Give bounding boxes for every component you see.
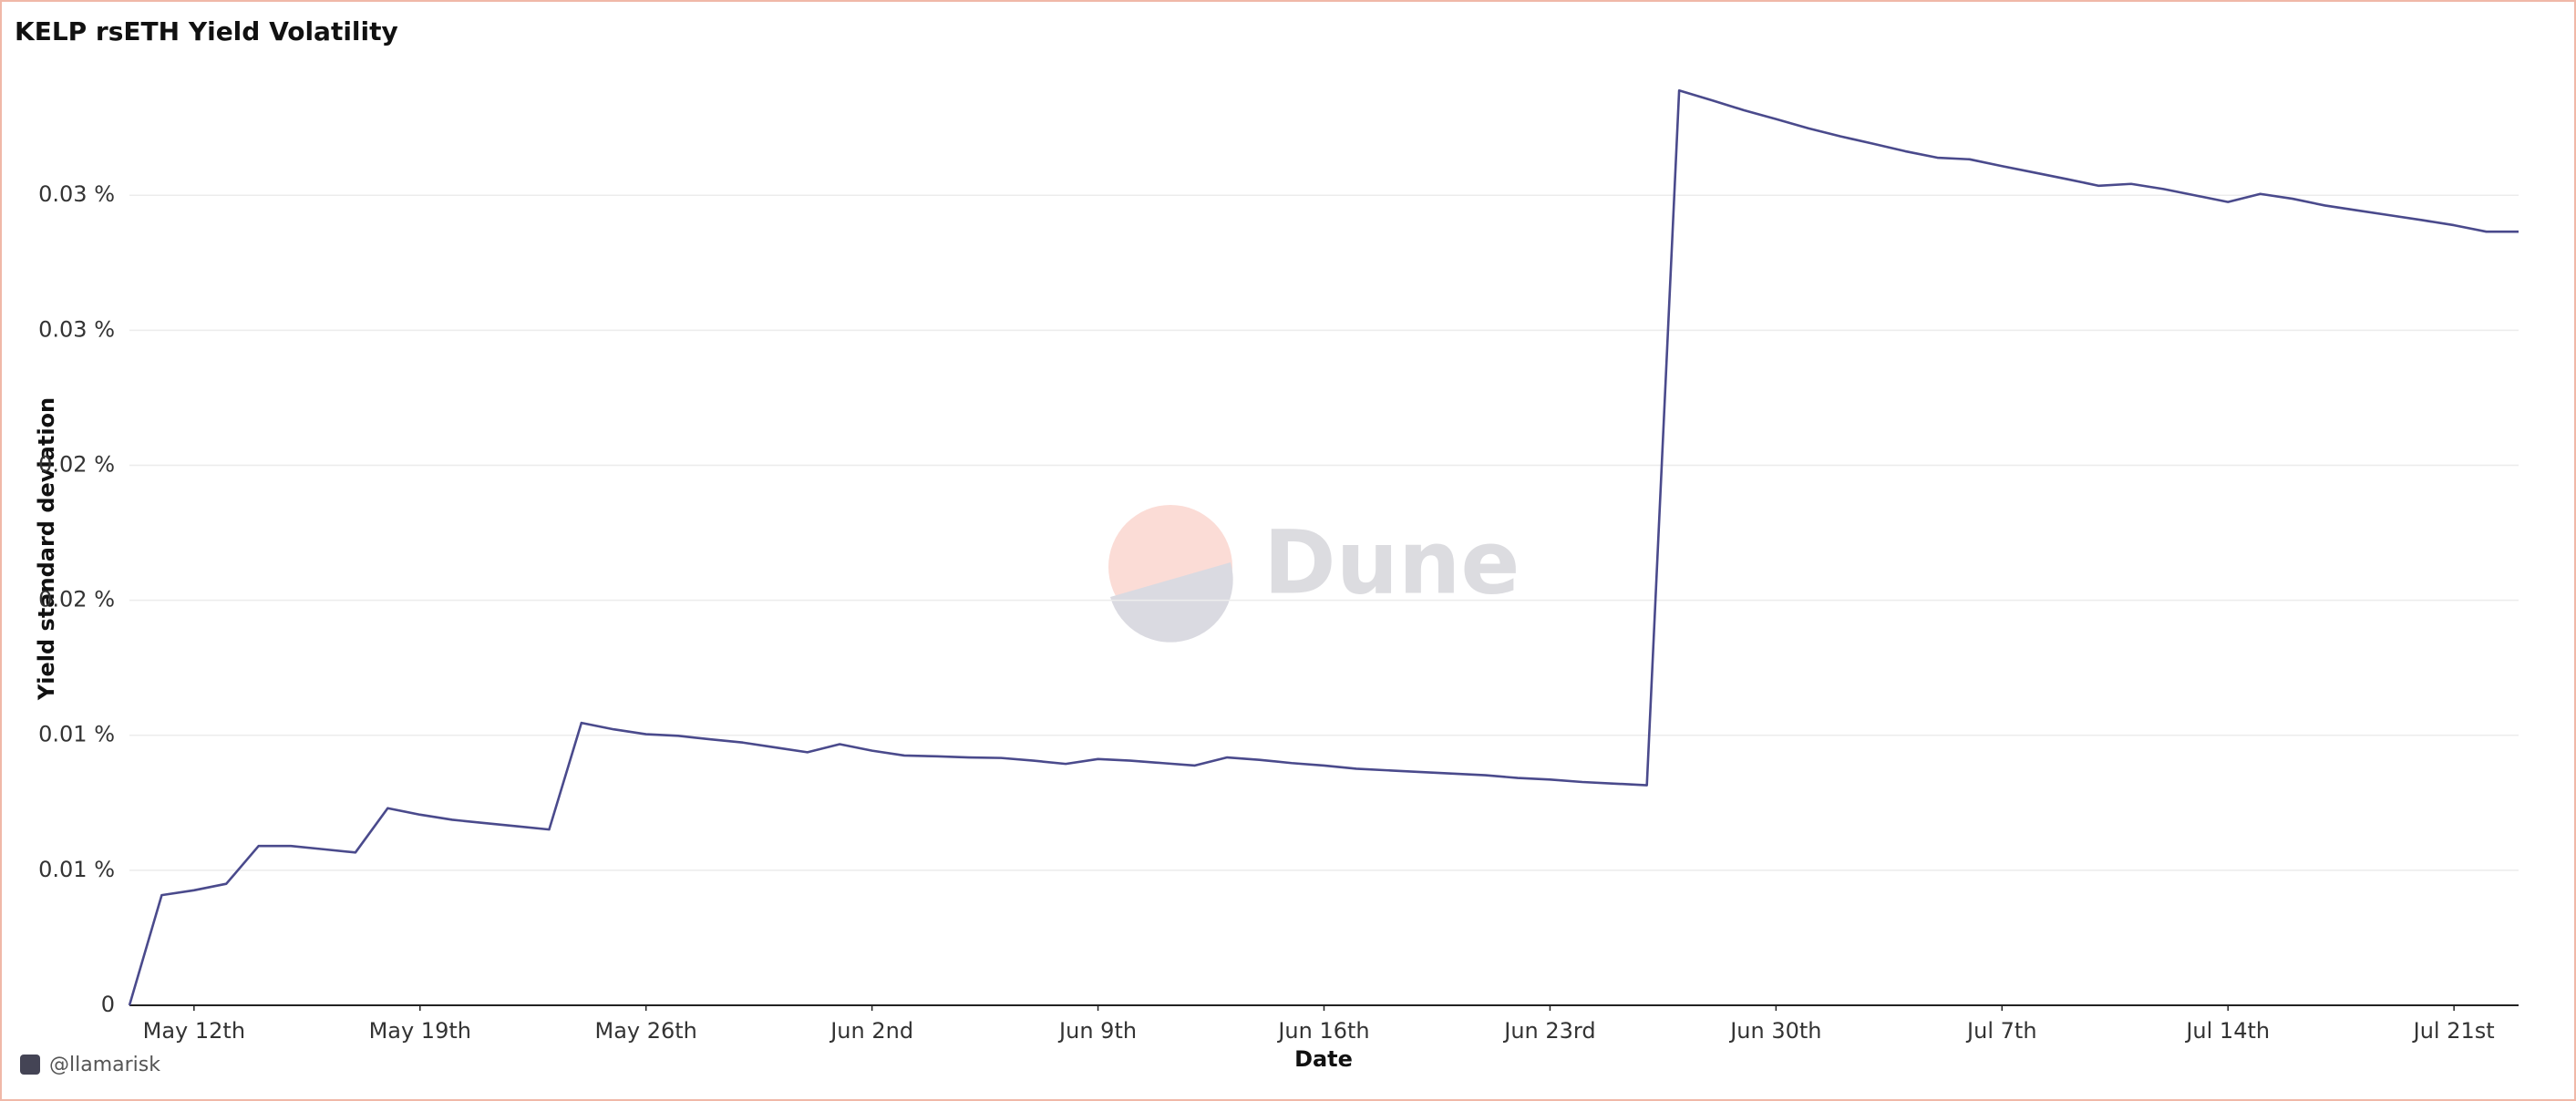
x-axis-title: Date [1294, 1046, 1353, 1072]
x-tick-label: Jun 16th [1276, 1018, 1369, 1044]
y-tick-label: 0.02 % [38, 587, 115, 612]
y-tick-label: 0.01 % [38, 722, 115, 747]
x-tick-label: Jun 2nd [829, 1018, 913, 1044]
chart-title: KELP rsETH Yield Volatility [15, 16, 398, 46]
x-tick-label: Jul 14th [2184, 1018, 2270, 1044]
credit-icon [20, 1055, 40, 1075]
y-tick-label: 0.03 % [38, 316, 115, 342]
y-tick-label: 0.02 % [38, 451, 115, 477]
watermark-logo: Dune [1108, 505, 1520, 643]
x-tick-label: May 19th [369, 1018, 471, 1044]
x-tick-label: Jun 30th [1728, 1018, 1821, 1044]
watermark-text: Dune [1263, 511, 1520, 613]
y-tick-label: 0.03 % [38, 181, 115, 207]
y-tick-label: 0 [101, 992, 115, 1017]
y-axis-title: Yield standard deviation [34, 397, 59, 701]
x-tick-label: Jun 9th [1057, 1018, 1137, 1044]
credit: @llamarisk [49, 1054, 160, 1076]
x-tick-label: Jun 23rd [1502, 1018, 1595, 1044]
logo-slice [1110, 562, 1233, 643]
x-tick-label: Jul 7th [1965, 1018, 2036, 1044]
y-tick-label: 0.01 % [38, 857, 115, 882]
x-tick-label: Jul 21st [2412, 1018, 2495, 1044]
data-line [128, 88, 2519, 1006]
x-tick-label: May 12th [143, 1018, 245, 1044]
x-tick-label: May 26th [594, 1018, 696, 1044]
